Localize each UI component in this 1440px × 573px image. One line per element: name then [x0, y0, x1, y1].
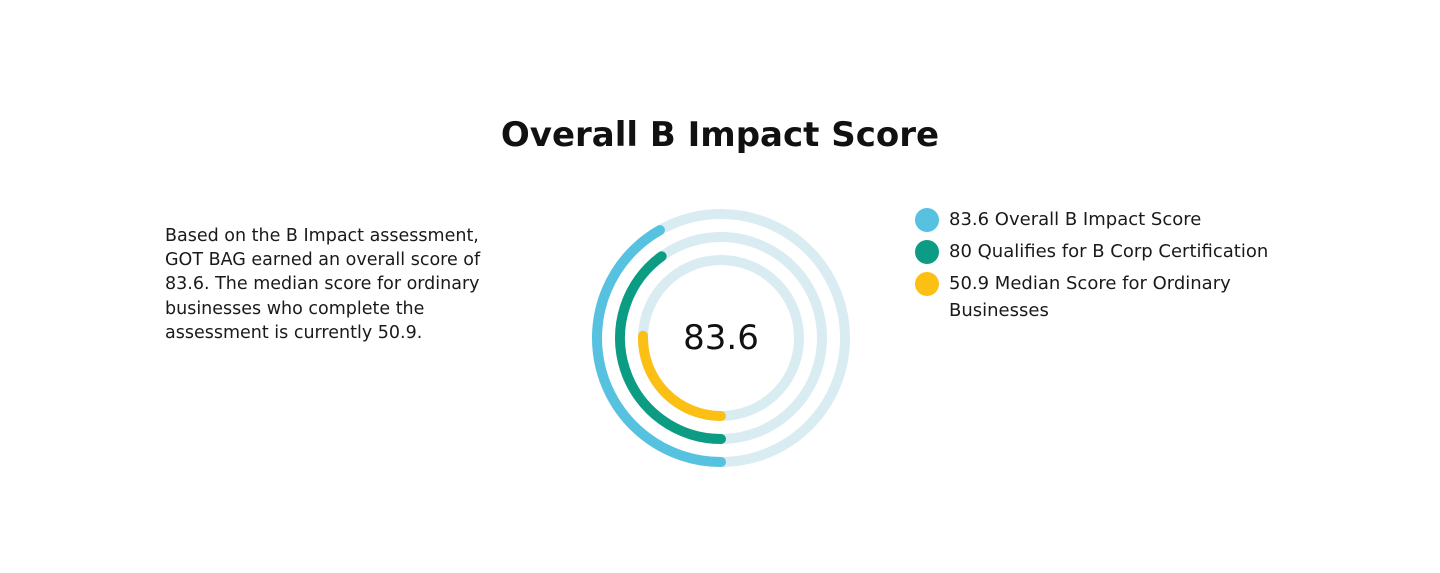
- radial-bar-3: [638, 330, 726, 421]
- radial-bar-2: [615, 251, 726, 444]
- legend-item-label: 50.9 Median Score for Ordinary Businesse…: [949, 273, 1231, 321]
- impact-score-radial-chart: 83.6: [590, 207, 852, 469]
- score-description: Based on the B Impact assessment, GOT BA…: [165, 225, 481, 344]
- legend-item: 83.6 Overall B Impact Score: [915, 206, 1335, 233]
- legend-dot-icon: [915, 208, 939, 232]
- legend-dot-icon: [915, 272, 939, 296]
- center-score-value: 83.6: [683, 318, 759, 358]
- chart-legend: 83.6 Overall B Impact Score 80 Qualifies …: [915, 206, 1335, 329]
- radial-bar-1: [592, 225, 726, 467]
- legend-item: 80 Qualifies for B Corp Certification: [915, 238, 1335, 265]
- page-title: Overall B Impact Score: [500, 114, 940, 155]
- legend-dot-icon: [915, 240, 939, 264]
- legend-item: 50.9 Median Score for Ordinary Businesse…: [915, 270, 1335, 324]
- radial-chart-svg: 83.6: [592, 209, 850, 467]
- legend-item-label: 83.6 Overall B Impact Score: [949, 209, 1202, 230]
- legend-item-label: 80 Qualifies for B Corp Certification: [949, 241, 1269, 262]
